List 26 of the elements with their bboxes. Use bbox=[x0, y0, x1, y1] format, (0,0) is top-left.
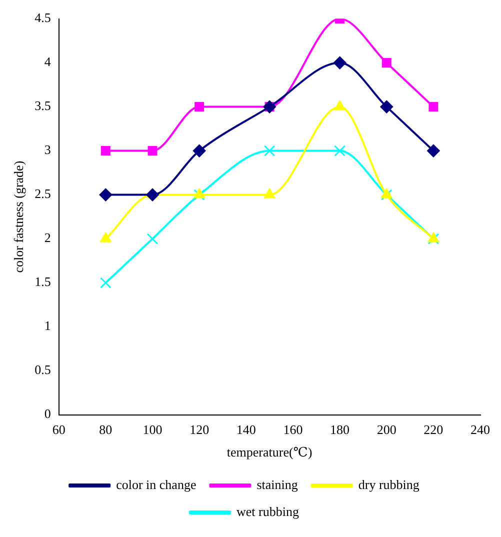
y-tick-label: 2.5 bbox=[34, 186, 51, 202]
y-tick-label: 4.5 bbox=[34, 10, 51, 26]
legend-label: staining bbox=[256, 476, 298, 492]
y-tick-label: 1.5 bbox=[34, 274, 51, 290]
y-tick-label: 0 bbox=[44, 406, 51, 422]
legend-label: dry rubbing bbox=[358, 476, 420, 492]
x-tick-label: 220 bbox=[424, 422, 444, 438]
y-tick-label: 0.5 bbox=[34, 362, 51, 378]
y-tick-label: 4 bbox=[44, 54, 52, 70]
x-axis-title: temperature(℃) bbox=[226, 444, 312, 460]
x-tick-label: 60 bbox=[52, 422, 66, 438]
x-tick-label: 160 bbox=[283, 422, 303, 438]
legend-label: wet rubbing bbox=[236, 504, 300, 519]
y-tick-label: 1 bbox=[44, 318, 51, 334]
x-tick-label: 80 bbox=[99, 422, 112, 438]
y-tick-label: 3 bbox=[44, 142, 51, 158]
x-tick-label: 120 bbox=[190, 422, 210, 438]
x-tick-label: 140 bbox=[236, 422, 256, 438]
x-tick-label: 200 bbox=[376, 422, 396, 438]
y-tick-label: 2 bbox=[44, 230, 51, 246]
y-axis-title: color fastness (grade) bbox=[11, 160, 26, 273]
legend-label: color in change bbox=[116, 476, 196, 492]
x-tick-label: 180 bbox=[330, 422, 350, 438]
x-tick-label: 100 bbox=[142, 422, 162, 438]
y-tick-label: 3.5 bbox=[34, 98, 51, 114]
x-tick-label: 240 bbox=[470, 422, 490, 438]
